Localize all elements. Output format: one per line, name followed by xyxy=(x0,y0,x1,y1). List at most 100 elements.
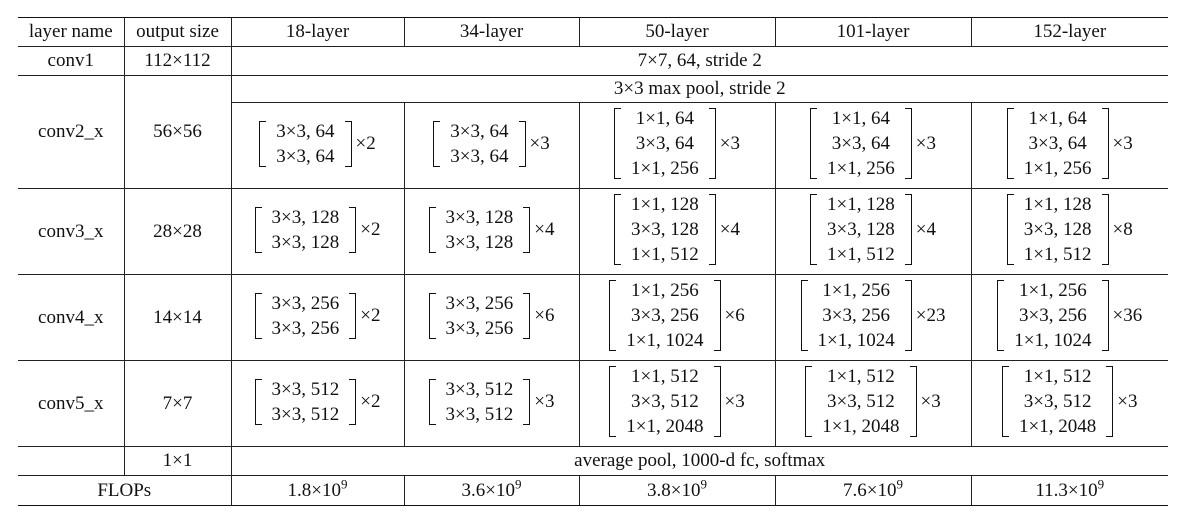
right-bracket xyxy=(904,280,912,351)
layer-spec-line: 3×3, 256 xyxy=(822,305,890,326)
right-bracket xyxy=(1101,280,1109,351)
left-bracket xyxy=(810,194,818,265)
layer-spec-line: 3×3, 64 xyxy=(276,120,335,142)
block-multiplier: ×3 xyxy=(1117,390,1138,412)
layer-specs: 1×1, 256 3×3, 256 1×1, 1024 xyxy=(808,278,905,353)
layer-spec-line: 1×1, 1024 xyxy=(817,330,895,351)
conv2-name: conv2_x xyxy=(18,75,125,189)
conv1-spec: 7×7, 64, stride 2 xyxy=(230,46,1168,76)
layer-specs: 1×1, 128 3×3, 128 1×1, 512 xyxy=(817,192,905,267)
layer-spec-line: 3×3, 64 xyxy=(635,133,694,154)
left-bracket xyxy=(433,120,441,167)
layer-spec-line: 1×1, 128 xyxy=(631,194,699,215)
right-bracket xyxy=(523,206,531,253)
layer-spec-line: 1×1, 128 xyxy=(1023,194,1092,215)
header-layer-name: layer name xyxy=(18,17,125,47)
layer-spec-line: 3×3, 128 xyxy=(271,206,340,228)
layer-specs: 3×3, 256 3×3, 256 xyxy=(436,291,524,341)
conv4-block-3: 1×1, 256 3×3, 256 1×1, 1024 ×23 xyxy=(774,274,972,361)
layer-specs: 1×1, 64 3×3, 64 1×1, 256 xyxy=(817,106,905,181)
conv2-row: 3×3, 64 3×3, 64 ×2 3×3, 64 3×3, 64 ×3 1×1, 64 3… xyxy=(18,102,1168,189)
layer-specs: 1×1, 64 3×3, 64 1×1, 256 xyxy=(621,106,709,181)
layer-spec-line: 1×1, 256 xyxy=(631,280,699,301)
conv3-block-4: 1×1, 128 3×3, 128 1×1, 512 ×8 xyxy=(970,188,1168,275)
block-multiplier: ×4 xyxy=(915,218,936,240)
layer-specs: 1×1, 128 3×3, 128 1×1, 512 xyxy=(1014,192,1102,267)
right-bracket xyxy=(904,108,912,179)
layer-spec-line: 3×3, 512 xyxy=(445,403,514,425)
right-bracket xyxy=(523,292,531,339)
layer-spec-line: 1×1, 2048 xyxy=(626,416,704,437)
bracket-block: 1×1, 128 3×3, 128 1×1, 512 ×4 xyxy=(810,192,936,267)
layer-spec-line: 1×1, 512 xyxy=(631,244,699,265)
flops-exponent: 9 xyxy=(514,476,522,492)
layer-spec-line: 3×3, 256 xyxy=(445,292,514,314)
layer-specs: 3×3, 256 3×3, 256 xyxy=(262,291,350,341)
block-multiplier: ×2 xyxy=(355,132,376,154)
conv5-block-1: 3×3, 512 3×3, 512 ×3 xyxy=(403,360,580,447)
right-bracket xyxy=(349,206,357,253)
bracket-block: 1×1, 64 3×3, 64 1×1, 256 ×3 xyxy=(810,106,936,181)
right-bracket xyxy=(909,366,917,437)
flops-mantissa: 7.6×10 xyxy=(843,479,897,501)
bracket-block: 3×3, 512 3×3, 512 ×2 xyxy=(254,377,380,427)
layer-specs: 1×1, 64 3×3, 64 1×1, 256 xyxy=(1014,106,1102,181)
flops-mantissa: 1.8×10 xyxy=(287,479,341,501)
layer-spec-line: 3×3, 128 xyxy=(631,219,699,240)
left-bracket xyxy=(428,206,436,253)
layer-spec-line: 3×3, 64 xyxy=(450,145,509,167)
left-bracket xyxy=(800,280,808,351)
conv2-pool: 3×3 max pool, stride 2 xyxy=(230,75,1168,103)
bracket-block: 3×3, 64 3×3, 64 ×3 xyxy=(433,119,550,169)
left-bracket xyxy=(609,280,617,351)
conv3-block-2: 1×1, 128 3×3, 128 1×1, 512 ×4 xyxy=(578,188,776,275)
header-50-layer: 50-layer xyxy=(578,17,776,47)
bracket-block: 1×1, 128 3×3, 128 1×1, 512 ×4 xyxy=(614,192,740,267)
layer-specs: 1×1, 128 3×3, 128 1×1, 512 xyxy=(621,192,709,267)
header-101-layer: 101-layer xyxy=(774,17,972,47)
layer-spec-line: 3×3, 128 xyxy=(445,206,514,228)
right-bracket xyxy=(904,194,912,265)
layer-spec-line: 3×3, 64 xyxy=(1028,133,1087,154)
bracket-block: 1×1, 256 3×3, 256 1×1, 1024 ×6 xyxy=(609,278,745,353)
conv2-pool-row: conv2_x 56×56 3×3 max pool, stride 2 xyxy=(18,75,1168,189)
final-name xyxy=(18,446,125,476)
bracket-block: 1×1, 256 3×3, 256 1×1, 1024 ×36 xyxy=(997,278,1142,353)
block-multiplier: ×36 xyxy=(1112,304,1143,326)
left-bracket xyxy=(805,366,813,437)
final-row: 1×1 average pool, 1000-d fc, softmax xyxy=(18,446,1168,476)
right-bracket xyxy=(523,378,531,425)
left-bracket xyxy=(609,366,617,437)
block-multiplier: ×23 xyxy=(915,304,946,326)
flops-mantissa: 3.8×10 xyxy=(647,479,701,501)
left-bracket xyxy=(1006,108,1014,179)
left-bracket xyxy=(1006,194,1014,265)
conv5-block-3: 1×1, 512 3×3, 512 1×1, 2048 ×3 xyxy=(774,360,972,447)
left-bracket xyxy=(254,206,262,253)
flops-value-1: 3.6×109 xyxy=(403,475,580,506)
left-bracket xyxy=(259,120,267,167)
block-multiplier: ×3 xyxy=(920,390,941,412)
block-multiplier: ×6 xyxy=(534,304,555,326)
left-bracket xyxy=(428,292,436,339)
layer-specs: 3×3, 512 3×3, 512 xyxy=(262,377,350,427)
conv5-size: 7×7 xyxy=(123,360,232,447)
conv5-row: conv5_x 7×7 3×3, 512 3×3, 512 ×2 3×3, 512 3×… xyxy=(18,360,1168,447)
conv4-size: 14×14 xyxy=(123,274,232,361)
layer-specs: 3×3, 64 3×3, 64 xyxy=(266,119,344,169)
block-multiplier: ×4 xyxy=(719,218,740,240)
layer-spec-line: 1×1, 512 xyxy=(631,366,699,387)
layer-spec-line: 1×1, 256 xyxy=(1019,280,1087,301)
right-bracket xyxy=(344,120,352,167)
block-multiplier: ×3 xyxy=(529,132,550,154)
layer-spec-line: 3×3, 64 xyxy=(276,145,335,167)
conv5-name: conv5_x xyxy=(18,360,125,447)
layer-specs: 1×1, 512 3×3, 512 1×1, 2048 xyxy=(1009,364,1106,439)
layer-spec-line: 3×3, 512 xyxy=(1023,391,1092,412)
layer-spec-line: 3×3, 256 xyxy=(445,317,514,339)
left-bracket xyxy=(997,280,1005,351)
bracket-block: 1×1, 512 3×3, 512 1×1, 2048 ×3 xyxy=(609,364,745,439)
conv2-block-1: 3×3, 64 3×3, 64 ×3 xyxy=(403,102,580,189)
block-multiplier: ×3 xyxy=(724,390,745,412)
block-multiplier: ×2 xyxy=(360,304,381,326)
